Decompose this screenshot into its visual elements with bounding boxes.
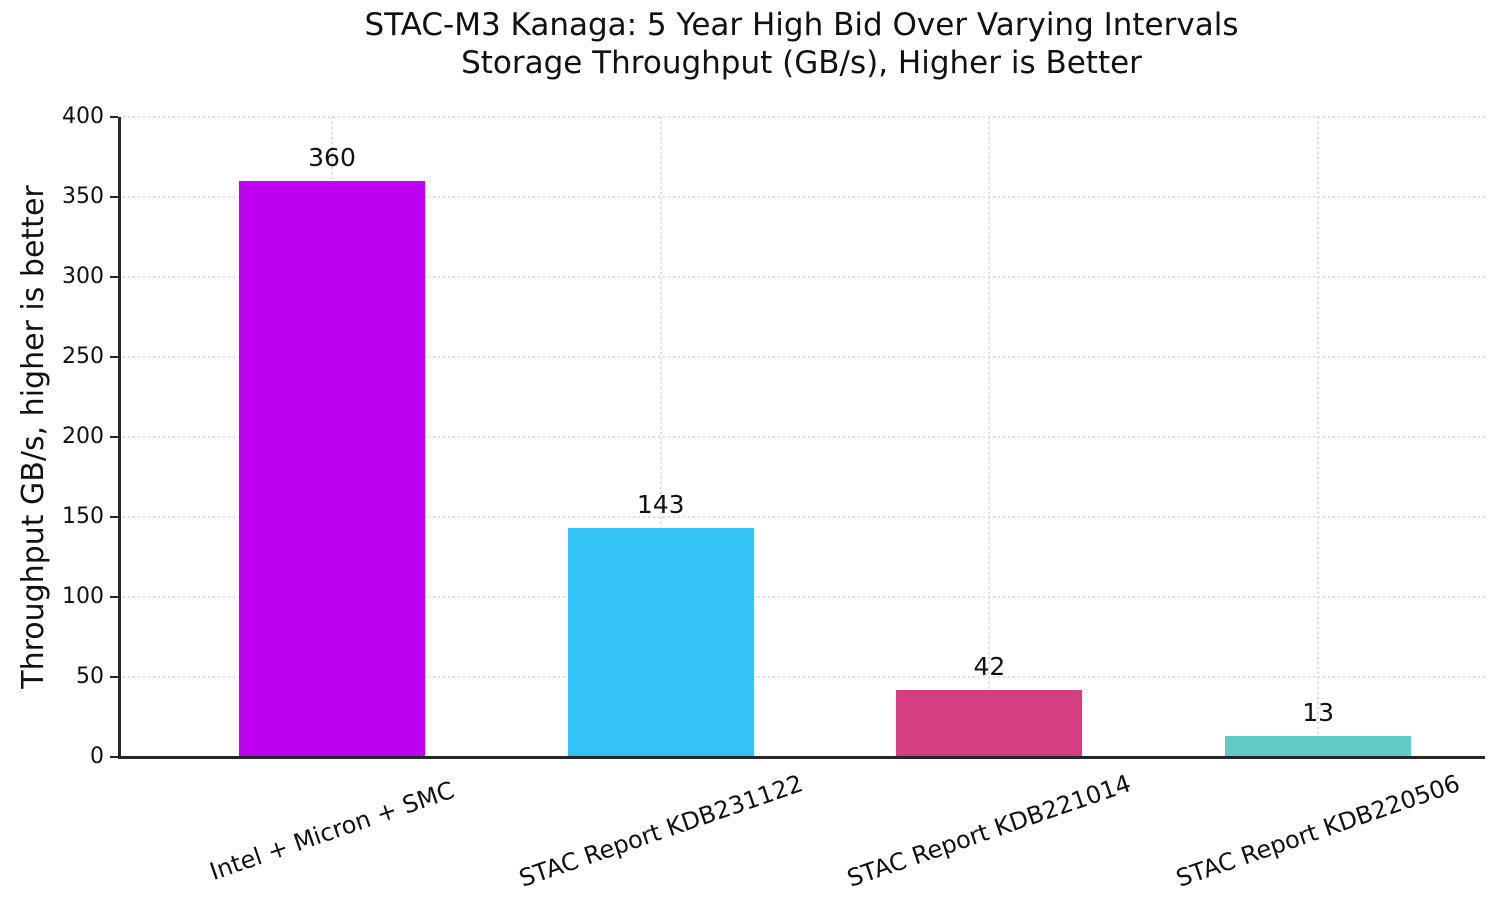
y-tick-mark [110, 676, 118, 678]
y-tick-label: 400 [62, 104, 104, 129]
y-tick-label: 150 [62, 504, 104, 529]
gridline-horizontal [118, 676, 1485, 678]
y-tick-mark [110, 516, 118, 518]
gridline-horizontal [118, 516, 1485, 518]
x-axis-spine [118, 756, 1485, 759]
y-axis-spine [118, 117, 121, 757]
y-tick-mark [110, 116, 118, 118]
gridline-horizontal [118, 436, 1485, 438]
y-tick-label: 50 [76, 664, 104, 689]
chart-title: STAC-M3 Kanaga: 5 Year High Bid Over Var… [364, 7, 1239, 43]
gridline-vertical [1317, 117, 1320, 757]
y-tick-label: 100 [62, 584, 104, 609]
bar-2 [567, 528, 754, 757]
bar-value-label: 360 [308, 143, 356, 172]
gridline-horizontal [118, 116, 1485, 118]
y-tick-mark [110, 276, 118, 278]
bar-value-label: 143 [636, 490, 685, 520]
y-tick-label: 200 [62, 424, 104, 449]
bar-value-label: 42 [973, 651, 1006, 681]
gridline-horizontal [118, 276, 1485, 278]
y-tick-mark [110, 356, 118, 358]
y-tick-label: 0 [90, 744, 104, 769]
y-tick-mark [110, 756, 118, 758]
bar-3 [896, 689, 1083, 757]
y-tick-mark [110, 196, 118, 198]
y-tick-mark [110, 596, 118, 598]
gridline-horizontal [118, 196, 1485, 198]
gridline-vertical [988, 117, 991, 757]
bar-value-label: 13 [1302, 698, 1334, 728]
gridline-horizontal [118, 356, 1485, 358]
y-tick-label: 300 [62, 264, 104, 289]
bar-4 [1225, 736, 1412, 757]
y-tick-label: 350 [62, 184, 104, 209]
bar-1 [239, 181, 425, 757]
y-tick-mark [110, 436, 118, 438]
gridline-horizontal [118, 596, 1485, 598]
gridline-vertical [659, 117, 662, 757]
plot-area: 360 143 42 13 [118, 116, 1485, 758]
y-tick-label: 250 [62, 344, 104, 369]
chart-title-block: STAC-M3 Kanaga: 5 Year High Bid Over Var… [118, 6, 1485, 82]
chart-subtitle: Storage Throughput (GB/s), Higher is Bet… [461, 45, 1142, 81]
